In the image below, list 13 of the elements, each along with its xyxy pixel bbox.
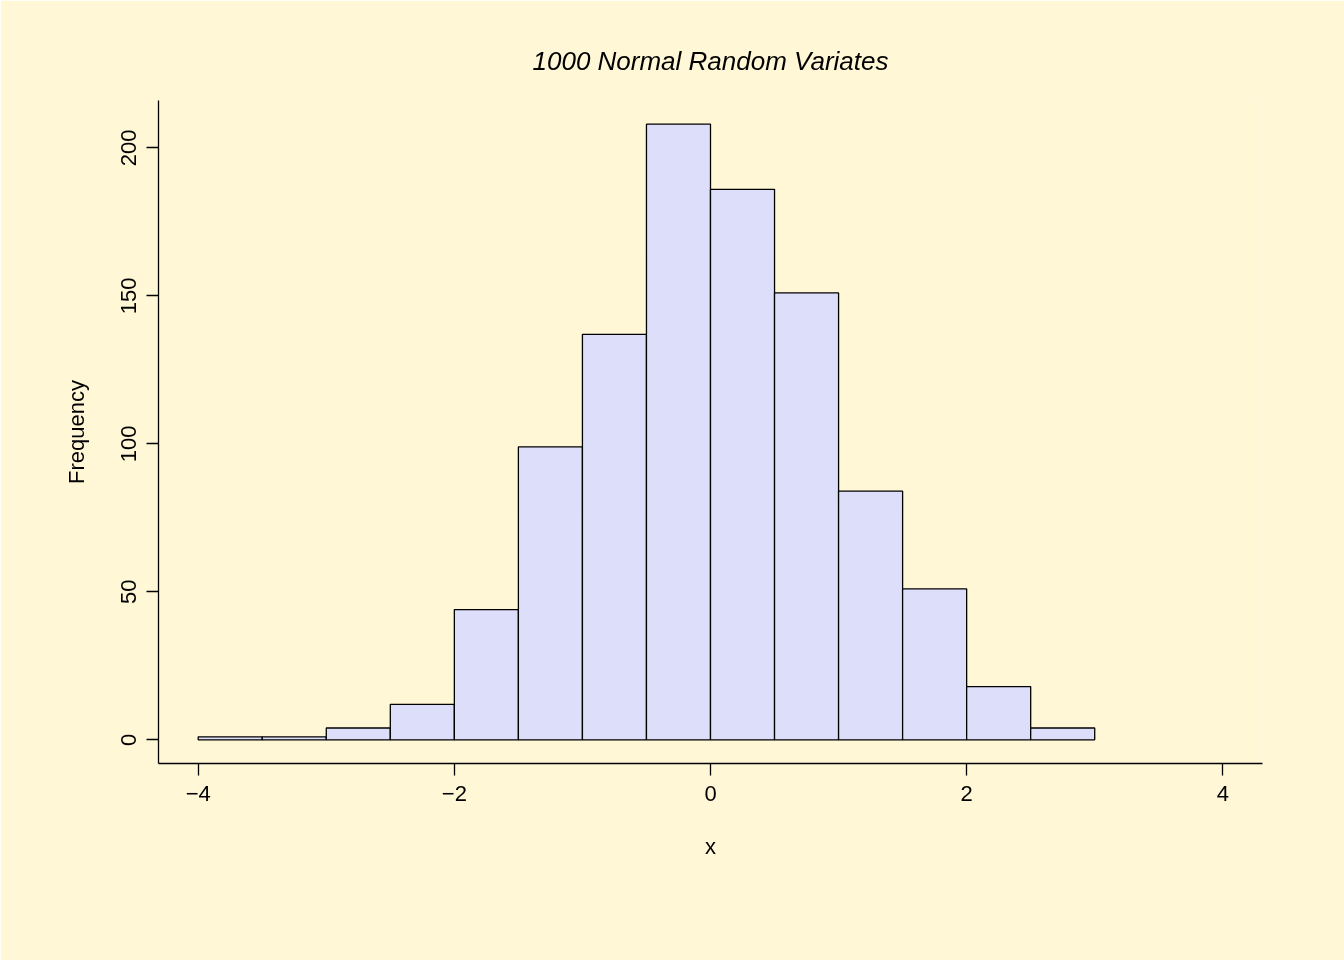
- chart-title: 1000 Normal Random Variates: [532, 45, 889, 76]
- y-tick-label: 100: [116, 425, 142, 463]
- y-tick-label: 150: [116, 277, 142, 315]
- x-tick-label: 2: [960, 780, 973, 806]
- x-tick-label: −2: [441, 780, 467, 806]
- y-tick-label: 50: [116, 579, 142, 605]
- x-tick-label: −4: [185, 780, 211, 806]
- y-axis-title: Frequency: [63, 380, 89, 484]
- x-tick-label: 0: [704, 780, 717, 806]
- x-axis-title: x: [705, 833, 716, 859]
- y-tick-label: 200: [116, 129, 142, 167]
- x-tick-label: 4: [1216, 780, 1229, 806]
- y-tick-label: 0: [116, 733, 142, 746]
